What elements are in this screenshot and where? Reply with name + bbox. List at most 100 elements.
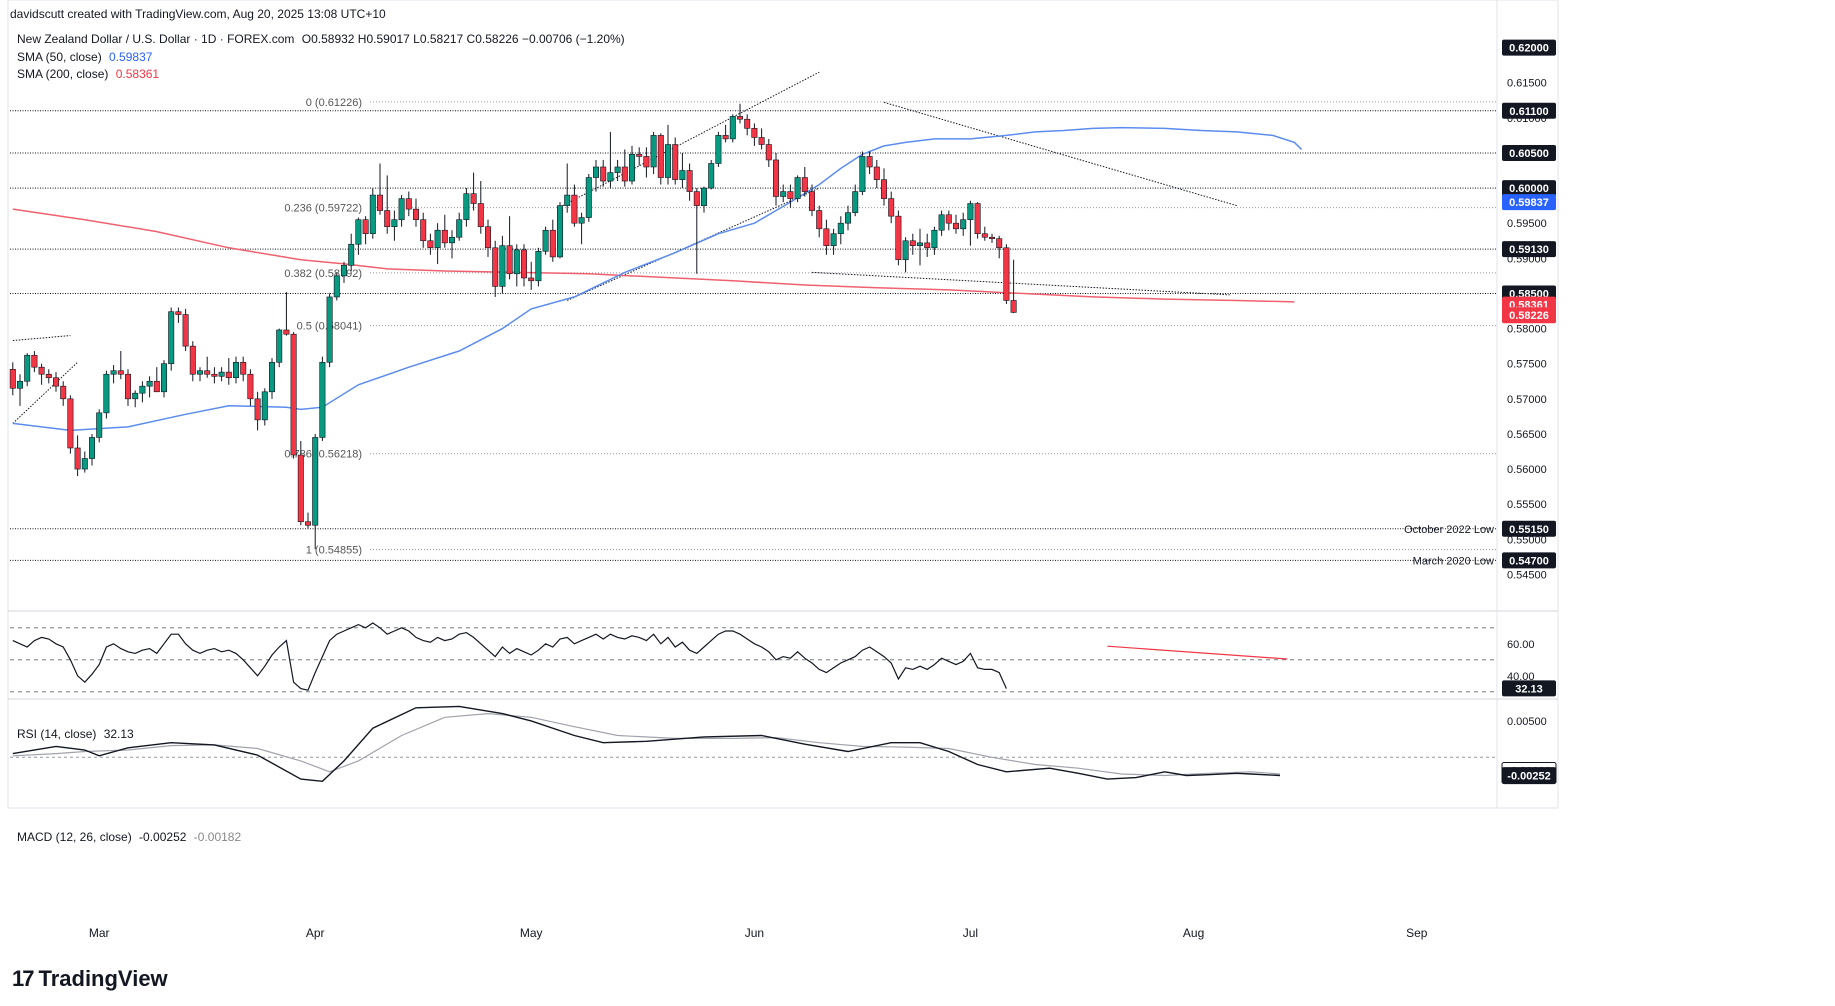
candle [412, 198, 419, 227]
created-by-text: davidscutt created with TradingView.com,… [10, 7, 386, 21]
candle [175, 307, 182, 323]
candle-body [700, 187, 707, 206]
candle [204, 356, 211, 378]
tradingview-logo[interactable]: 17 TradingView [12, 966, 168, 992]
candle-body [333, 275, 340, 298]
candle [607, 131, 614, 189]
candle-body [931, 229, 938, 249]
candle-body [729, 116, 736, 140]
price-tag-label: 0.61100 [1509, 106, 1548, 118]
sma50-legend[interactable]: SMA (50, close) 0.59837 [17, 50, 152, 64]
candle-body [837, 222, 844, 235]
price-tag-bg [1502, 307, 1556, 324]
candle [312, 433, 319, 550]
candle [830, 228, 837, 255]
candle [218, 367, 225, 382]
candle [708, 159, 715, 190]
rsi-tick-label: 40.00 [1507, 671, 1535, 683]
candle-body [924, 242, 931, 249]
candle [448, 230, 455, 259]
candle-body [679, 170, 686, 180]
candle [484, 219, 491, 257]
price-tick-label: 0.61500 [1507, 78, 1547, 90]
trendlines [12, 71, 1237, 424]
candle-body [74, 447, 81, 470]
candle [38, 363, 45, 385]
candle [333, 272, 340, 301]
candle [182, 308, 189, 352]
candle [52, 372, 59, 392]
price-tick-label: 0.58000 [1507, 324, 1547, 336]
price-tick-label: 0.56500 [1507, 429, 1547, 441]
candle-body [89, 437, 96, 459]
candle-body [304, 521, 311, 526]
candle [254, 391, 261, 431]
macd-tick-label: 0.00500 [1507, 716, 1547, 728]
candle [693, 188, 700, 274]
candle-body [434, 229, 441, 249]
candle-body [412, 208, 419, 220]
candle-body [808, 191, 815, 211]
price-tick-label: 0.55000 [1507, 534, 1547, 546]
level-note: October 2022 Low [1404, 524, 1494, 536]
candle [859, 151, 866, 196]
candle [283, 292, 290, 336]
candle-body [463, 193, 470, 220]
candle-body [686, 170, 693, 192]
rsi-label: RSI (14, close) [17, 727, 97, 741]
candle-body [571, 194, 578, 224]
candle [319, 356, 326, 441]
candle [492, 240, 499, 297]
candle-body [672, 144, 679, 180]
candle-body [693, 191, 700, 206]
candle [499, 235, 506, 294]
candle [988, 233, 995, 243]
candle [132, 390, 139, 408]
candle [938, 210, 945, 236]
macd-signal-value: -0.00182 [193, 830, 242, 844]
candle [427, 233, 434, 255]
candle-body [376, 194, 383, 211]
macd-legend[interactable]: MACD (12, 26, close) -0.00252 -0.00182 [17, 830, 241, 844]
price-tag-label: 0.59837 [1509, 197, 1549, 209]
fib-level-label: 0.382 (0.58792) [284, 268, 362, 280]
candle-body [708, 163, 715, 189]
price-tag-bg [1502, 144, 1556, 161]
candle-body [161, 363, 168, 393]
candle-body [974, 203, 981, 235]
sma200-label: SMA (200, close) [17, 67, 109, 81]
candle [456, 212, 463, 241]
candle [722, 124, 729, 143]
price-tag-label: 0.59130 [1509, 244, 1549, 256]
candle [45, 369, 52, 384]
candle [139, 381, 146, 403]
price-tick-label: 0.57500 [1507, 359, 1547, 371]
chart-frame [7, 0, 1559, 809]
time-tick-label: Aug [1183, 926, 1204, 940]
candle [592, 159, 599, 192]
candle-body [880, 179, 887, 199]
candle [31, 351, 38, 373]
candle [60, 381, 67, 406]
candle [211, 367, 218, 384]
sma200-legend[interactable]: SMA (200, close) 0.58361 [17, 67, 159, 81]
candle [74, 435, 81, 477]
candle [643, 147, 650, 178]
candle-body [448, 236, 455, 244]
candle-body [283, 329, 290, 335]
rsi-legend[interactable]: RSI (14, close) 32.13 [17, 727, 134, 741]
candle [700, 186, 707, 213]
candle [931, 226, 938, 255]
candle [571, 184, 578, 227]
symbol-title: New Zealand Dollar / U.S. Dollar · 1D · … [17, 32, 295, 46]
candle-body [981, 233, 988, 238]
candle-body [520, 249, 527, 279]
candle-body [715, 135, 722, 164]
candle [787, 184, 794, 208]
price-tag-bg [1502, 680, 1556, 697]
price-tag-label: 0.54700 [1509, 555, 1549, 567]
candle-body [859, 156, 866, 192]
candle [103, 370, 110, 419]
